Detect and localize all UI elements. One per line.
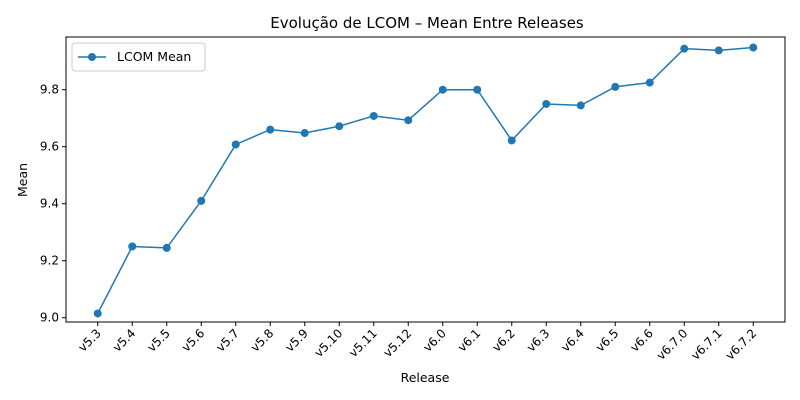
data-point	[473, 85, 482, 94]
legend-box	[71, 42, 206, 72]
y-tick-label: 9.2	[40, 254, 59, 268]
data-point	[645, 78, 654, 87]
data-point	[438, 85, 447, 94]
y-tick-label: 9.4	[40, 197, 59, 211]
series-line	[97, 46, 754, 314]
data-point	[128, 242, 137, 251]
data-point	[507, 136, 516, 145]
data-point	[162, 243, 171, 252]
data-point	[714, 46, 723, 55]
data-point	[266, 125, 275, 134]
legend: LCOM Mean	[71, 42, 206, 72]
x-axis-label: Release	[401, 370, 450, 385]
y-tick-label: 9.8	[40, 83, 59, 97]
data-point	[93, 309, 102, 318]
chart-title: Evolução de LCOM – Mean Entre Releases	[270, 14, 584, 32]
data-point	[680, 44, 689, 53]
y-tick-label: 9.6	[40, 140, 59, 154]
legend-label: LCOM Mean	[117, 49, 191, 64]
data-point	[335, 122, 344, 131]
data-point	[576, 101, 585, 110]
data-point	[197, 196, 206, 205]
data-point	[404, 116, 413, 125]
y-tick-label: 9.0	[40, 311, 59, 325]
data-point	[300, 129, 309, 138]
data-point	[542, 99, 551, 108]
plot-frame	[65, 36, 786, 323]
data-point	[749, 43, 758, 52]
data-point	[611, 82, 620, 91]
data-point	[369, 111, 378, 120]
legend-marker-swatch	[88, 53, 96, 61]
y-axis-label: Mean	[15, 163, 30, 197]
data-point	[231, 140, 240, 149]
